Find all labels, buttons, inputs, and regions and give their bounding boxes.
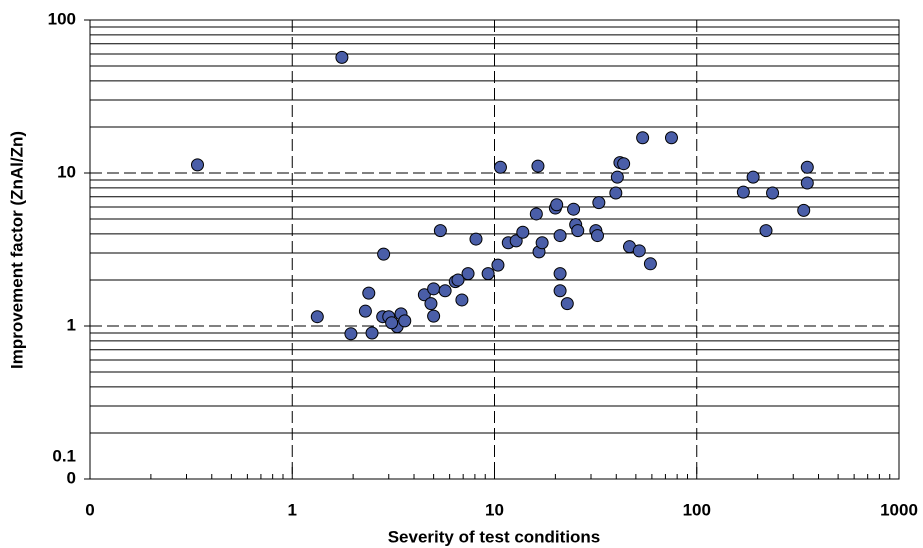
x-axis-label: Severity of test conditions [388, 527, 601, 546]
y-tick-label: 10 [57, 162, 76, 181]
point [509, 234, 523, 248]
point [190, 158, 204, 172]
point [550, 198, 564, 212]
point [590, 229, 604, 243]
point [455, 293, 469, 307]
point [800, 176, 814, 190]
x-tick-label: 1000 [880, 500, 918, 519]
plot-frame [89, 19, 900, 480]
point [766, 186, 780, 200]
point [560, 297, 574, 311]
point [592, 196, 606, 210]
y-tick-label: 100 [48, 9, 76, 28]
point [746, 170, 760, 184]
point [617, 157, 631, 171]
point [632, 244, 646, 258]
x-tick-label: 10 [485, 500, 504, 519]
point [516, 225, 530, 239]
point [491, 258, 505, 272]
point [362, 286, 376, 300]
point [385, 316, 399, 330]
point [531, 159, 545, 173]
y-tick-label: 1 [67, 315, 76, 334]
annotation: 0.1 [52, 446, 76, 465]
point [344, 327, 358, 341]
point [427, 309, 441, 323]
point [398, 314, 412, 328]
point [469, 232, 483, 246]
point [365, 326, 379, 340]
point [310, 310, 324, 324]
y-tick-label: 0 [67, 468, 76, 487]
point [759, 224, 773, 238]
point [609, 186, 623, 200]
point [335, 50, 349, 64]
x-tick-label: 100 [683, 500, 711, 519]
point [529, 207, 543, 221]
point [535, 236, 549, 250]
y-axis-label: Improvement factor (ZnAl/Zn) [7, 131, 26, 369]
point [736, 185, 750, 199]
point [636, 131, 650, 145]
point [643, 257, 657, 271]
point [433, 224, 447, 238]
point [427, 282, 441, 296]
point [553, 284, 567, 298]
point [481, 267, 495, 281]
point [358, 304, 372, 318]
point [567, 202, 581, 216]
point [571, 224, 585, 238]
point [424, 297, 438, 311]
point [493, 160, 507, 174]
point [553, 267, 567, 281]
point [797, 203, 811, 217]
point [553, 229, 567, 243]
point [800, 160, 814, 174]
x-tick-label: 1 [288, 500, 297, 519]
point [664, 131, 678, 145]
point [461, 267, 475, 281]
point [610, 170, 624, 184]
point [438, 284, 452, 298]
x-tick-label: 0 [85, 500, 94, 519]
point [451, 273, 465, 287]
point [377, 247, 391, 261]
point [417, 288, 431, 302]
